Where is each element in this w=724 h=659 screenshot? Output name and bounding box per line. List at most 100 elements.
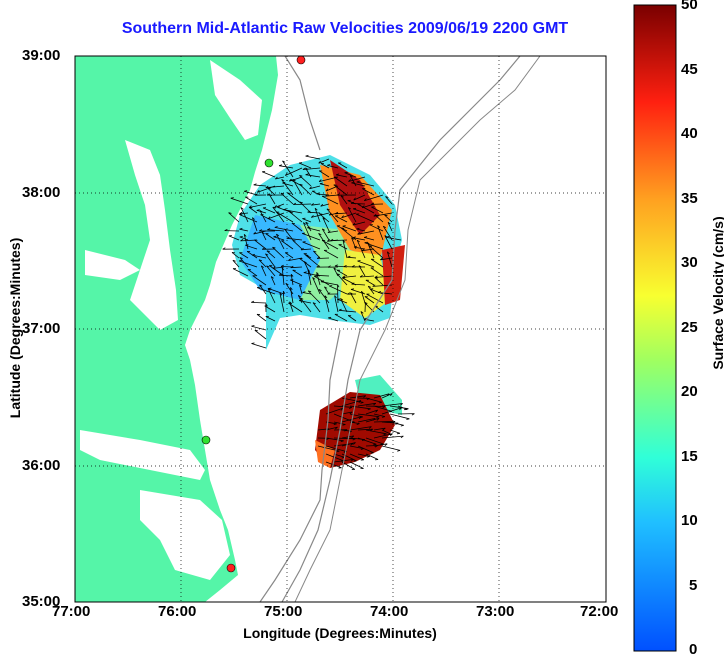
- velocity-arrow-head: [363, 317, 367, 320]
- velocity-arrow: [307, 269, 312, 286]
- velocity-arrow-head: [340, 195, 344, 198]
- velocity-arrow-head: [259, 210, 263, 213]
- velocity-arrow-head: [324, 194, 328, 197]
- velocity-arrow-head: [243, 234, 247, 237]
- velocity-arrow: [360, 275, 375, 278]
- velocity-arrow-head: [299, 284, 302, 288]
- velocity-arrow: [253, 230, 267, 235]
- velocity-arrow-head: [273, 235, 277, 238]
- bathymetry-contour-outer: [281, 56, 521, 602]
- velocity-arrow: [368, 245, 384, 259]
- velocity-arrow: [378, 292, 393, 295]
- colorbar-tick: 45: [681, 61, 698, 78]
- velocity-arrow: [342, 225, 357, 232]
- land-channel: [85, 250, 140, 280]
- velocity-arrow-head: [254, 329, 258, 332]
- velocity-arrow-head: [351, 282, 355, 285]
- velocity-arrow-head: [348, 207, 352, 210]
- velocity-arrow-head: [343, 264, 347, 267]
- velocity-arrow-head: [274, 226, 278, 228]
- velocity-arrow: [349, 445, 364, 449]
- velocity-arrow: [323, 249, 339, 259]
- velocity-arrow-head: [352, 236, 356, 239]
- velocity-arrow-head: [262, 247, 265, 250]
- velocity-arrow: [230, 197, 249, 205]
- velocity-arrow-head: [358, 265, 362, 268]
- station-marker: [296, 56, 306, 65]
- velocity-arrow: [276, 233, 285, 250]
- velocity-arrow-head: [369, 245, 373, 247]
- velocity-arrow: [341, 400, 362, 407]
- velocity-arrow: [290, 266, 303, 269]
- velocity-arrow-head: [334, 295, 337, 299]
- velocity-arrow-head: [251, 325, 255, 327]
- velocity-arrow: [311, 212, 330, 218]
- velocity-arrow: [318, 158, 330, 164]
- velocity-arrow: [314, 208, 321, 223]
- velocity-arrow-head: [364, 241, 368, 244]
- velocity-arrow: [312, 302, 321, 313]
- velocity-arrow-head: [351, 181, 355, 184]
- velocity-arrow: [351, 203, 366, 205]
- velocity-arrow: [333, 184, 348, 196]
- velocity-arrow-head: [254, 193, 258, 196]
- velocity-arrow-head: [298, 294, 301, 298]
- velocity-arrow: [342, 275, 357, 278]
- velocity-arrow: [364, 296, 375, 304]
- x-tick-label: 77:00: [52, 603, 91, 620]
- velocity-arrow: [279, 292, 285, 313]
- velocity-arrow: [317, 257, 330, 259]
- velocity-arrow: [373, 443, 388, 447]
- velocity-arrow: [365, 429, 387, 435]
- y-tick-label: 38:00: [22, 184, 61, 201]
- velocity-arrow-head: [252, 217, 255, 220]
- velocity-arrow-head: [284, 228, 288, 231]
- velocity-arrow-head: [282, 160, 286, 163]
- velocity-arrow: [325, 461, 342, 469]
- velocity-arrow: [341, 212, 357, 219]
- velocity-arrow-head: [289, 178, 292, 182]
- velocity-arrow: [319, 183, 330, 187]
- velocity-arrow: [243, 234, 249, 250]
- velocity-arrow: [340, 195, 348, 205]
- velocity-arrow-head: [380, 257, 383, 261]
- velocity-arrow-head: [364, 198, 367, 201]
- velocity-arrow: [357, 402, 376, 407]
- velocity-arrow-head: [239, 227, 243, 230]
- velocity-arrow: [361, 248, 375, 252]
- velocity-arrow: [245, 196, 258, 205]
- velocity-arrow: [357, 445, 374, 454]
- velocity-arrow-head: [319, 182, 323, 185]
- velocity-arrow-head: [371, 202, 375, 205]
- x-axis-label: Longitude (Degrees:Minutes): [243, 625, 437, 641]
- velocity-arrow: [381, 435, 404, 439]
- velocity-arrow: [371, 206, 384, 214]
- velocity-arrow: [358, 265, 366, 277]
- velocity-arrow: [381, 393, 393, 399]
- velocity-arrow-head: [238, 260, 242, 262]
- velocity-arrow-head: [342, 225, 346, 227]
- station-marker: [264, 158, 274, 168]
- velocity-arrow-head: [327, 292, 331, 295]
- velocity-arrow: [299, 300, 312, 304]
- velocity-arrow-head: [334, 264, 338, 267]
- velocity-arrow-head: [230, 197, 234, 199]
- velocity-arrow-head: [390, 393, 393, 397]
- velocity-arrow: [381, 407, 402, 415]
- velocity-arrow: [381, 445, 401, 451]
- colorbar-tick: 30: [681, 254, 698, 271]
- velocity-arrow: [373, 405, 393, 412]
- velocity-arrow-head: [400, 424, 404, 427]
- velocity-arrow: [325, 437, 344, 442]
- velocity-arrow: [305, 221, 312, 232]
- velocity-arrow: [387, 251, 393, 268]
- velocity-arrow-head: [240, 207, 244, 210]
- velocity-arrow-head: [318, 289, 322, 291]
- velocity-arrow: [283, 209, 303, 214]
- velocity-arrow: [254, 239, 267, 250]
- velocity-arrow-head: [257, 286, 261, 288]
- velocity-zone-red: [330, 160, 380, 235]
- velocity-arrow: [251, 302, 267, 304]
- velocity-arrow: [307, 227, 321, 232]
- y-tick-label: 37:00: [22, 320, 61, 337]
